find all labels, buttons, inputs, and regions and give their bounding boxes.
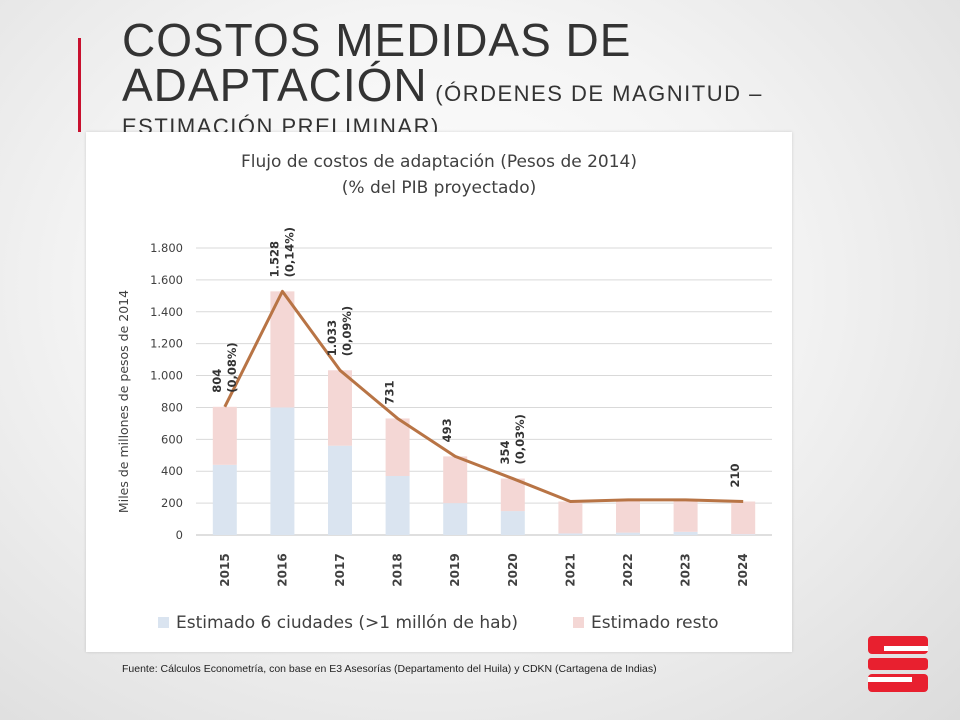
bar-resto <box>731 501 756 535</box>
brand-logo-icon <box>868 636 928 692</box>
y-tick-label: 1.000 <box>150 369 183 383</box>
legend-swatch-resto <box>573 617 584 628</box>
x-tick-label: 2015 <box>218 553 232 586</box>
bar-6-ciudades <box>558 533 583 535</box>
x-tick-label: 2019 <box>448 553 462 586</box>
bar-resto <box>616 499 640 533</box>
bar-resto <box>673 499 698 532</box>
x-tick-label: 2023 <box>679 553 693 586</box>
bar-6-ciudades <box>673 531 698 535</box>
y-tick-label: 800 <box>161 400 183 414</box>
bar-6-ciudades <box>328 445 352 535</box>
bar-resto <box>328 370 352 446</box>
chart-subtitle: (% del PIB proyectado) <box>342 178 536 198</box>
source-note: Fuente: Cálculos Econometría, con base e… <box>122 663 657 675</box>
bar-6-ciudades <box>385 476 410 535</box>
legend-label-resto: Estimado resto <box>591 613 719 633</box>
data-label-value: 731 <box>383 380 397 404</box>
bar-6-ciudades <box>731 534 756 535</box>
bar-resto <box>558 501 583 534</box>
x-tick-label: 2018 <box>391 553 405 586</box>
y-tick-label: 200 <box>161 496 183 510</box>
data-label-value: 1.033 <box>325 320 339 356</box>
data-label-pct: (0,03%) <box>513 414 527 464</box>
bar-resto <box>385 418 410 477</box>
data-label-value: 354 <box>498 441 512 465</box>
data-label-value: 804 <box>210 369 224 393</box>
y-tick-label: 400 <box>161 464 183 478</box>
bar-resto <box>443 456 468 504</box>
data-label-pct: (0,09%) <box>340 306 354 356</box>
bar-resto <box>500 478 525 512</box>
bar-6-ciudades <box>443 503 468 535</box>
bar-6-ciudades <box>212 464 237 535</box>
x-tick-label: 2021 <box>563 553 577 586</box>
y-tick-label: 0 <box>176 528 183 542</box>
data-label-value: 210 <box>728 464 742 488</box>
legend-label-6-ciudades: Estimado 6 ciudades (>1 millón de hab) <box>176 613 518 633</box>
bar-6-ciudades <box>616 532 640 535</box>
chart-panel: Flujo de costos de adaptación (Pesos de … <box>86 132 792 652</box>
data-label-value: 1.528 <box>267 241 281 277</box>
cost-flow-chart: Flujo de costos de adaptación (Pesos de … <box>116 152 772 633</box>
x-tick-label: 2020 <box>506 553 520 586</box>
y-tick-label: 1.200 <box>150 337 183 351</box>
y-axis-label: Miles de millones de pesos de 2014 <box>116 290 131 513</box>
y-tick-label: 1.600 <box>150 273 183 287</box>
chart-title: Flujo de costos de adaptación (Pesos de … <box>241 152 637 172</box>
y-tick-label: 1.400 <box>150 305 183 319</box>
bar-resto <box>212 406 237 465</box>
data-label-pct: (0,08%) <box>225 342 239 392</box>
title-accent-bar <box>78 38 81 132</box>
x-tick-label: 2024 <box>736 553 750 586</box>
data-label-pct: (0,14%) <box>282 227 296 277</box>
title-line-1: COSTOS MEDIDAS DE <box>122 14 632 66</box>
x-tick-label: 2022 <box>621 553 635 586</box>
data-label-value: 493 <box>440 418 454 442</box>
bar-6-ciudades <box>270 407 295 535</box>
title-line-2: ADAPTACIÓN <box>122 59 428 112</box>
x-tick-label: 2016 <box>275 553 289 586</box>
bar-6-ciudades <box>500 511 525 535</box>
y-tick-label: 1.800 <box>150 241 183 255</box>
legend-swatch-6-ciudades <box>158 617 169 628</box>
x-tick-label: 2017 <box>333 553 347 586</box>
title-subtitle-part-1: (ÓRDENES DE MAGNITUD – <box>427 81 763 107</box>
y-tick-label: 600 <box>161 432 183 446</box>
slide-title: COSTOS MEDIDAS DE ADAPTACIÓN (ÓRDENES DE… <box>122 17 922 140</box>
total-line <box>223 289 744 504</box>
